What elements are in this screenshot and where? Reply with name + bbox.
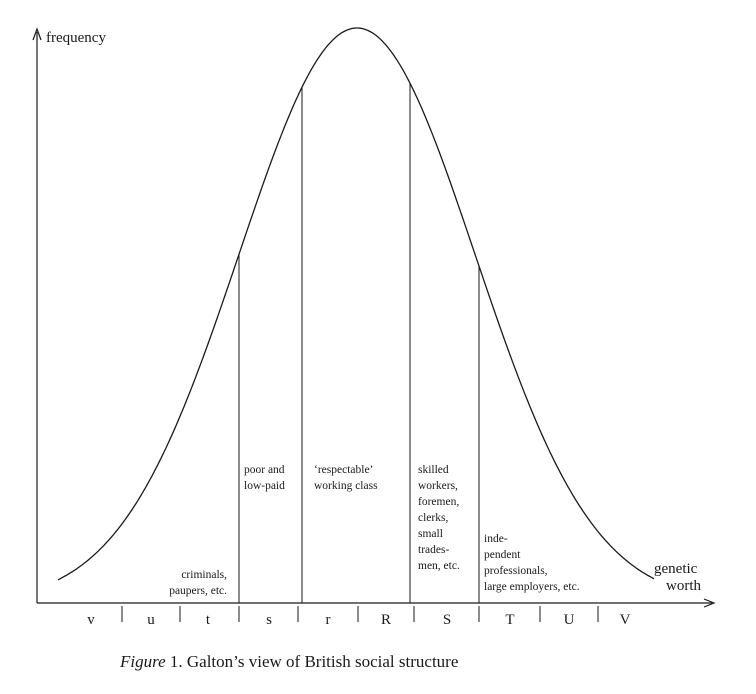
region-label-line: skilled [418, 464, 449, 476]
region-label-line: inde- [484, 533, 508, 545]
caption-italic: Figure [119, 652, 166, 671]
region-label-line: trades- [418, 544, 449, 556]
x-axis-label-line-1: genetic [654, 561, 698, 577]
figure-caption: Figure 1. Galton’s view of British socia… [119, 652, 458, 671]
class-letter-r-upper: R [381, 612, 391, 628]
axes [32, 27, 716, 608]
class-letter-v-upper: V [620, 612, 631, 628]
region-label-line: poor and [244, 464, 285, 476]
region-label-working-class: ‘respectable’ working class [314, 464, 378, 492]
region-label-skilled-workers: skilled workers, foremen, clerks, small … [418, 464, 460, 572]
y-axis-label: frequency [46, 30, 106, 46]
y-axis-arrowhead [32, 27, 42, 41]
region-label-line: clerks, [418, 512, 448, 524]
class-letter-t-lower: t [206, 612, 211, 628]
region-label-professionals: inde- pendent professionals, large emplo… [484, 533, 580, 593]
region-label-criminals: criminals, paupers, etc. [169, 569, 227, 597]
x-axis-arrowhead [703, 598, 716, 608]
region-label-poor: poor and low-paid [244, 464, 285, 492]
region-label-line: foremen, [418, 496, 459, 508]
region-label-line: workers, [418, 480, 458, 492]
bell-curve [57, 27, 655, 581]
class-letter-s-lower: s [266, 612, 272, 628]
class-letter-s-upper: S [443, 612, 451, 628]
class-ticks [121, 606, 599, 622]
region-label-line: paupers, etc. [169, 585, 227, 597]
region-dividers [238, 83, 480, 603]
region-label-line: working class [314, 480, 378, 492]
region-label-line: criminals, [181, 569, 227, 581]
x-axis-label-line-2: worth [666, 578, 701, 594]
caption-rest: 1. Galton’s view of British social struc… [166, 652, 459, 671]
class-letter-v-lower: v [87, 612, 95, 628]
class-letters: v u t s r R S T U V [87, 612, 630, 628]
class-letter-t-upper: T [505, 612, 514, 628]
region-label-line: pendent [484, 549, 521, 561]
region-label-line: men, etc. [418, 560, 460, 572]
region-label-line: large employers, etc. [484, 581, 580, 593]
class-letter-u-upper: U [564, 612, 575, 628]
class-letter-r-lower: r [326, 612, 331, 628]
region-label-line: small [418, 528, 443, 540]
region-label-line: ‘respectable’ [314, 464, 373, 476]
region-label-line: professionals, [484, 565, 548, 577]
region-label-line: low-paid [244, 480, 285, 492]
class-letter-u-lower: u [147, 612, 155, 628]
